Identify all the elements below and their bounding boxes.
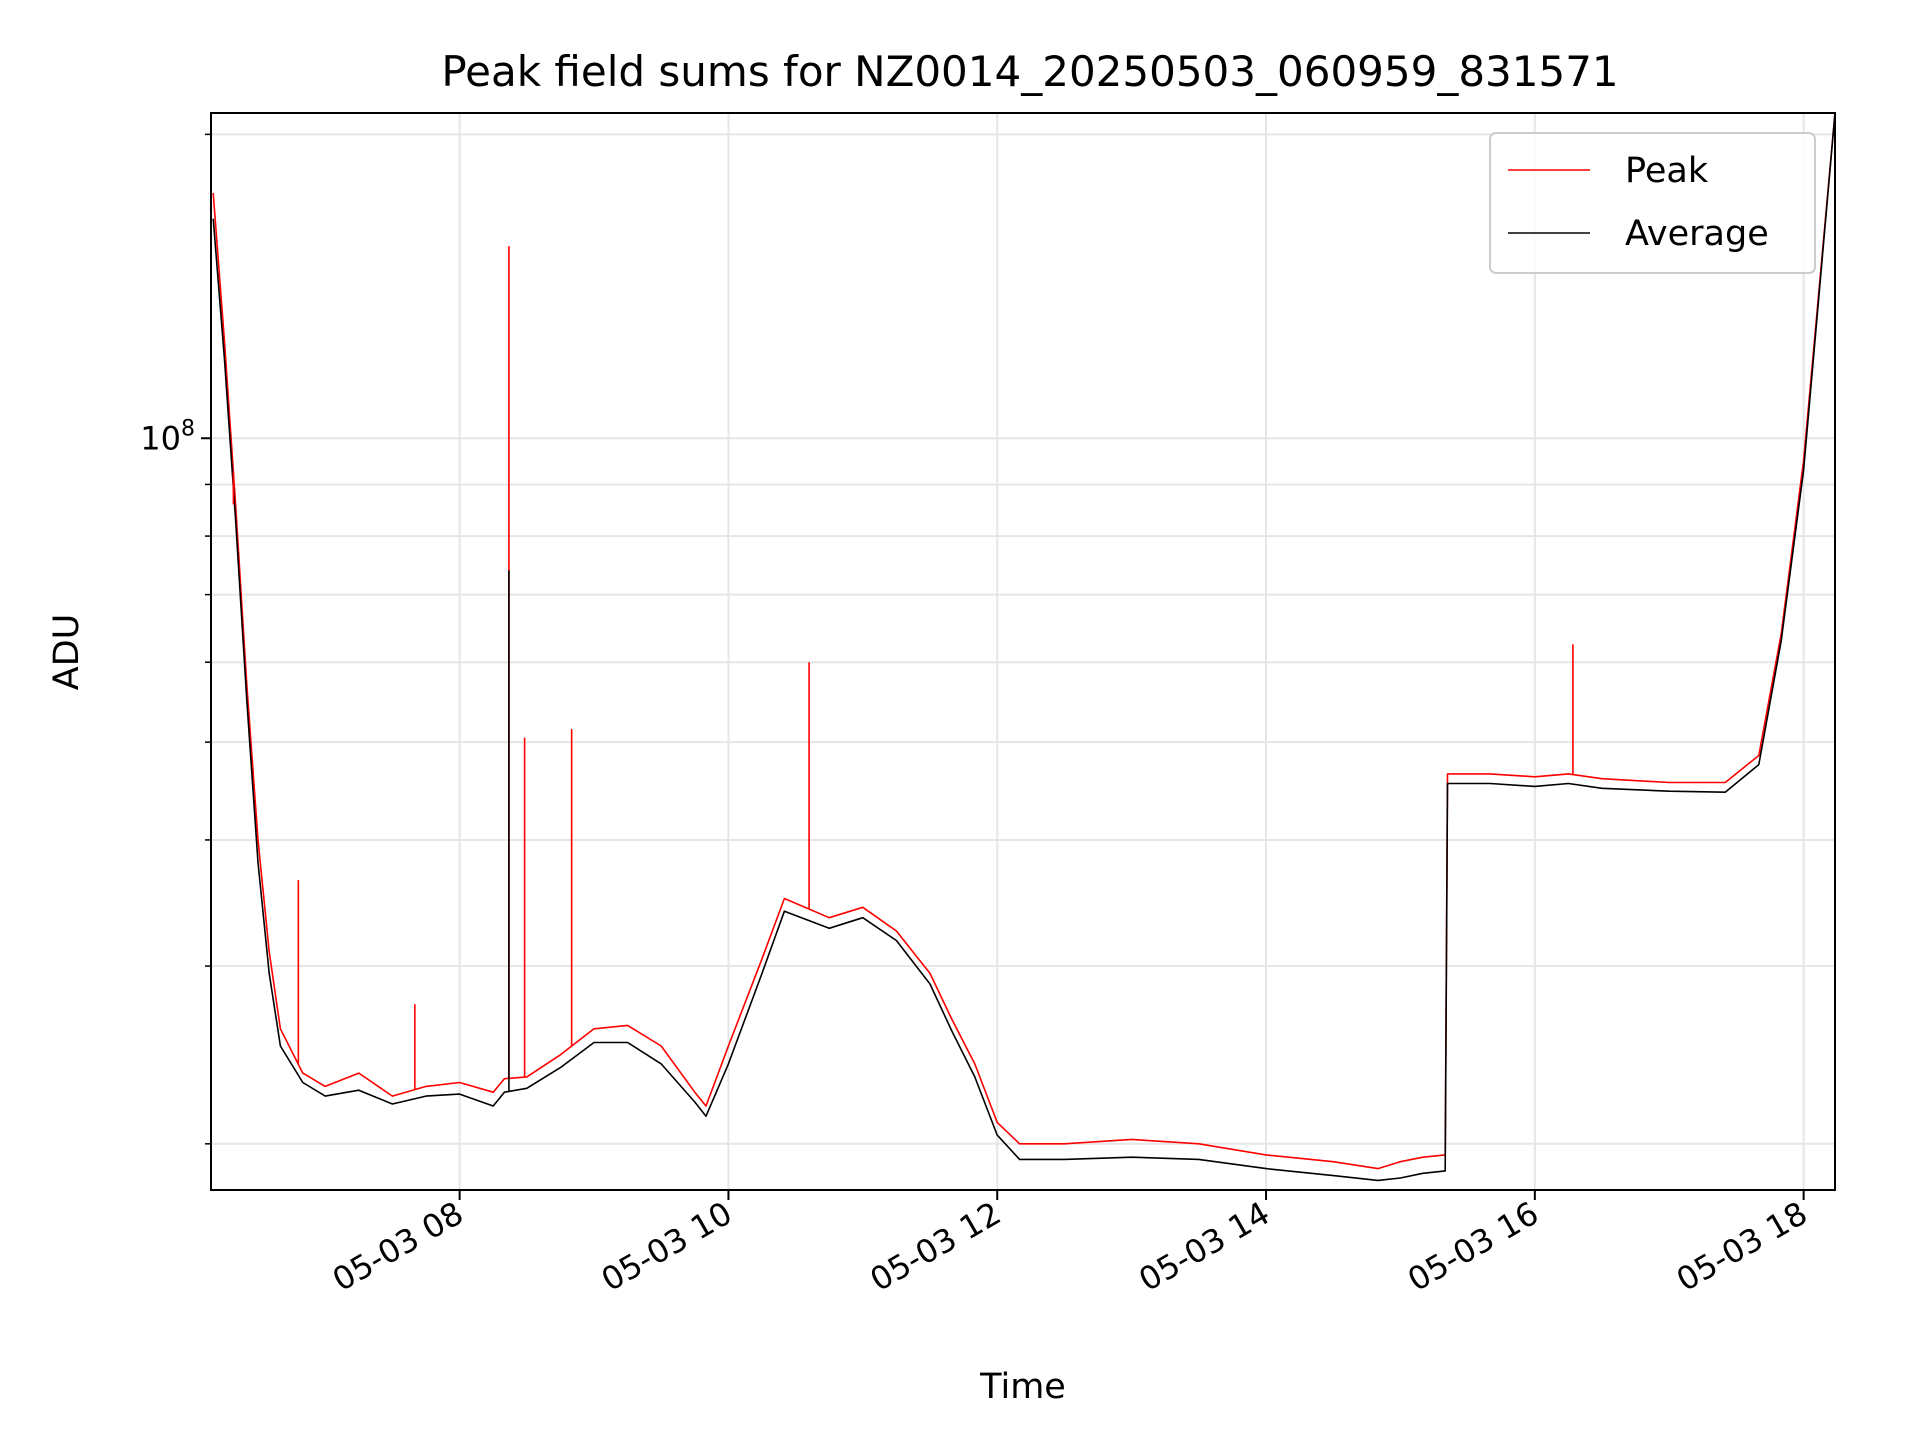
grid (211, 113, 1835, 1190)
legend-peak-label: Peak (1625, 151, 1709, 191)
y-axis-title: ADU (47, 614, 87, 691)
series-line-peak (212, 113, 1835, 1170)
legend: Peak Average (1489, 132, 1816, 274)
series-line-average (212, 113, 1835, 1182)
x-axis-title: Time (979, 1367, 1066, 1407)
legend-box (1489, 132, 1816, 274)
chart-title: Peak field sums for NZ0014_20250503_0609… (441, 47, 1618, 96)
plot-frame (210, 112, 1836, 1191)
series-layer (212, 113, 1835, 1182)
legend-average-label: Average (1625, 214, 1769, 254)
